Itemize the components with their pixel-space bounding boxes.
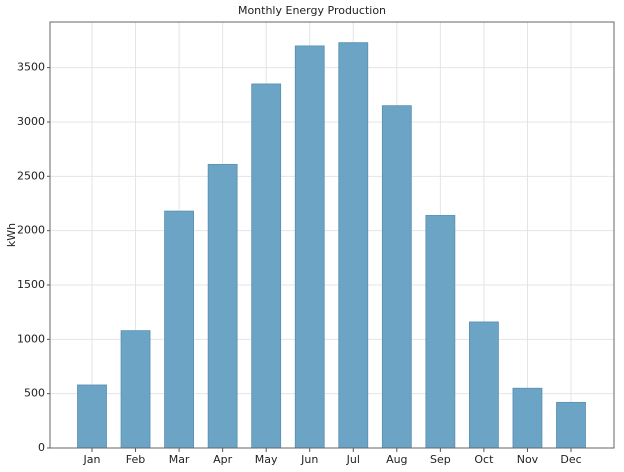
bar (512, 387, 543, 449)
x-tick-label: Oct (474, 453, 494, 466)
x-tick-label: Jan (83, 453, 101, 466)
x-tick-label: Jun (300, 453, 318, 466)
bar (164, 210, 194, 449)
bar (556, 401, 586, 449)
bar (294, 45, 325, 449)
x-tick-label: Dec (560, 453, 581, 466)
y-tick-label: 1500 (17, 278, 45, 291)
bar (77, 384, 107, 449)
x-tick-label: Feb (126, 453, 145, 466)
x-tick-label: Jul (346, 453, 360, 466)
bar (425, 215, 456, 449)
x-tick-label: Sep (430, 453, 451, 466)
bar (207, 163, 238, 449)
bar (338, 42, 369, 449)
x-tick-label: Aug (386, 453, 407, 466)
y-tick-label: 500 (24, 387, 45, 400)
bar (120, 330, 151, 449)
bar (251, 83, 282, 449)
y-tick-label: 2000 (17, 224, 45, 237)
y-tick-label: 2500 (17, 169, 45, 182)
y-axis-label: kWh (5, 223, 18, 247)
x-tick-label: Apr (213, 453, 233, 466)
chart-title: Monthly Energy Production (238, 4, 386, 17)
x-tick-label: May (255, 453, 278, 466)
y-tick-label: 1000 (17, 332, 45, 345)
y-tick-label: 3000 (17, 115, 45, 128)
y-tick-label: 0 (38, 441, 45, 454)
bar (381, 105, 412, 449)
x-tick-label: Mar (169, 453, 190, 466)
y-tick-label: 3500 (17, 61, 45, 74)
x-tick-label: Nov (517, 453, 539, 466)
bar (469, 321, 499, 449)
plot-border (49, 21, 615, 449)
